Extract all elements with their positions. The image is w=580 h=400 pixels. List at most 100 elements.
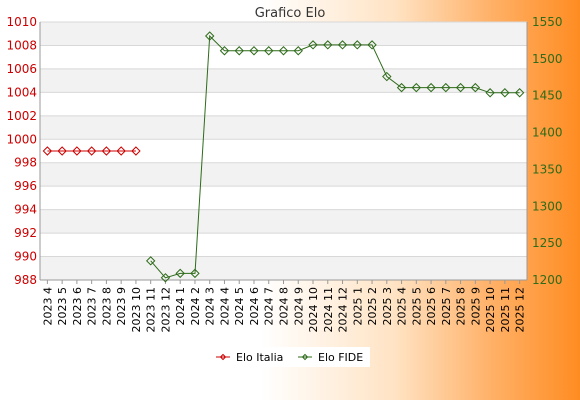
data-point-elo-italia	[86, 146, 97, 156]
data-point-elo-fide	[219, 46, 230, 56]
x-tick-label: 2025 10	[484, 287, 497, 333]
x-tick-label: 2025 12	[514, 287, 527, 333]
data-point-elo-fide	[485, 88, 495, 98]
data-point-elo-italia	[42, 146, 53, 156]
data-point-elo-fide	[382, 71, 392, 82]
left-tick-label: 1000	[6, 132, 37, 146]
x-tick-label: 2023 6	[71, 287, 84, 326]
plot-bands	[40, 22, 527, 280]
plot-band	[40, 162, 527, 187]
data-point-elo-fide	[337, 40, 348, 50]
x-tick-label: 2024 11	[322, 287, 335, 333]
data-point-elo-fide	[426, 82, 436, 93]
left-tick-label: 996	[14, 179, 37, 193]
x-tick-label: 2023 11	[145, 287, 158, 333]
x-tick-label: 2025 7	[440, 287, 453, 326]
x-tick-label: 2025 1	[351, 287, 364, 326]
right-tick-label: 1250	[532, 236, 563, 250]
x-tick-label: 2024 9	[292, 287, 305, 326]
data-point-elo-italia	[72, 146, 82, 156]
x-tick-label: 2024 2	[189, 287, 202, 326]
x-tick-label: 2025 3	[381, 287, 394, 326]
x-tick-label: 2024 10	[307, 287, 320, 333]
x-tick-label: 2024 6	[248, 287, 261, 326]
left-tick-label: 990	[14, 250, 37, 264]
data-point-elo-italia	[101, 146, 112, 156]
series-line-elo-fide	[150, 34, 520, 279]
x-tick-label: 2024 5	[233, 287, 246, 326]
right-axis-ticks: 1200 1250 1300 1350 1400 1450 1500 1550	[532, 15, 563, 287]
x-tick-label: 2025 5	[410, 287, 423, 326]
plot-band	[40, 256, 527, 280]
x-tick-label: 2023 10	[130, 287, 143, 333]
left-tick-label: 988	[14, 273, 37, 287]
x-tick-label: 2025 4	[396, 287, 409, 326]
data-point-elo-fide	[411, 82, 422, 93]
data-point-elo-fide	[293, 46, 303, 56]
left-tick-label: 1010	[6, 15, 37, 29]
data-point-elo-fide	[500, 88, 510, 98]
data-point-elo-fide	[308, 40, 318, 50]
data-point-elo-fide	[278, 46, 289, 56]
x-tick-label: 2023 8	[100, 287, 113, 326]
data-point-elo-fide	[470, 82, 481, 93]
x-tick-label: 2024 12	[337, 287, 350, 333]
data-point-elo-fide	[514, 88, 525, 98]
legend-item-elo-fide: Elo FIDE	[298, 351, 363, 364]
left-tick-label: 1004	[6, 85, 37, 99]
data-point-elo-fide	[145, 256, 156, 266]
left-tick-label: 1006	[6, 62, 37, 76]
legend-label-elo-italia: Elo Italia	[236, 351, 283, 364]
right-tick-label: 1400	[532, 126, 563, 140]
left-tick-label: 1008	[6, 38, 37, 52]
x-tick-label: 2025 2	[366, 287, 379, 326]
plot-band	[40, 115, 527, 140]
right-tick-label: 1500	[532, 52, 563, 66]
x-tick-label: 2024 3	[204, 287, 217, 326]
data-point-elo-fide	[190, 268, 200, 279]
x-tick-label: 2025 11	[499, 287, 512, 333]
x-tick-label: 2023 4	[41, 287, 54, 326]
right-tick-label: 1550	[532, 15, 563, 29]
x-tick-label: 2024 4	[218, 287, 231, 326]
x-tick-label: 2023 5	[56, 287, 69, 326]
data-point-elo-italia	[116, 146, 126, 156]
x-tick-label: 2023 7	[86, 287, 99, 326]
x-tick-label: 2024 1	[174, 287, 187, 326]
data-point-elo-italia	[57, 146, 67, 156]
legend-marker-elo-italia	[219, 353, 227, 361]
data-point-elo-fide	[249, 46, 259, 56]
data-point-elo-fide	[160, 273, 171, 283]
legend-item-elo-italia: Elo Italia	[216, 351, 283, 364]
data-point-elo-fide	[441, 82, 451, 93]
left-tick-label: 1002	[6, 109, 37, 123]
right-tick-label: 1200	[532, 273, 563, 287]
plot-band	[40, 22, 527, 46]
data-point-elo-italia	[131, 146, 141, 156]
plot-band	[40, 68, 527, 93]
x-tick-label: 2025 9	[469, 287, 482, 326]
data-point-elo-fide	[323, 40, 333, 50]
data-point-elo-fide	[367, 40, 377, 50]
right-tick-label: 1300	[532, 199, 563, 213]
x-tick-label: 2025 6	[425, 287, 438, 326]
data-point-elo-fide	[396, 82, 407, 93]
plot-band	[40, 209, 527, 234]
chart-title: Grafico Elo	[255, 6, 326, 21]
left-tick-label: 994	[14, 203, 37, 217]
x-tick-label: 2023 9	[115, 287, 128, 326]
x-axis-ticks: 2023 4 2023 5 2023 6 2023 7 2023 8 2023 9 2023…	[41, 280, 527, 333]
legend-label-elo-fide: Elo FIDE	[318, 351, 363, 364]
left-tick-label: 992	[14, 226, 37, 240]
series-layer	[42, 31, 525, 283]
x-tick-label: 2024 8	[278, 287, 291, 326]
x-tick-label: 2023 12	[159, 287, 172, 333]
legend-marker-elo-fide	[301, 353, 309, 361]
x-tick-label: 2025 8	[455, 287, 468, 326]
left-tick-label: 998	[14, 156, 37, 170]
data-point-elo-fide	[264, 46, 274, 56]
legend: Elo Italia Elo FIDE	[210, 347, 370, 367]
left-axis-ticks: 988 990 992 994 996 998 1000 1002 1004 1006 1008 10…	[6, 15, 37, 287]
